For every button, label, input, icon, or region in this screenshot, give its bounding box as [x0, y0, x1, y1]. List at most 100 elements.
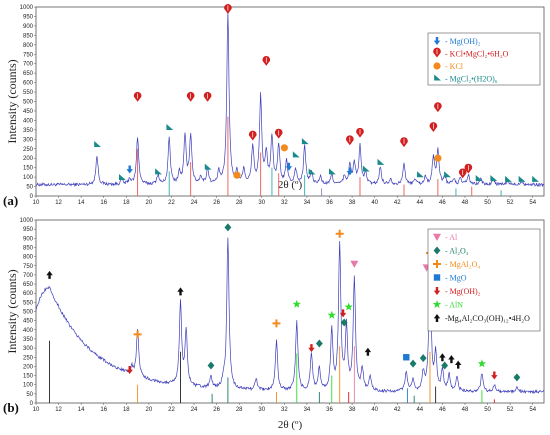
x-tick-label: 38 — [349, 407, 356, 413]
x-tick-label: 36 — [326, 407, 333, 413]
legend-entry-label: - Mg(OH)₂ — [445, 37, 481, 46]
marker-flag-icon — [308, 168, 316, 175]
x-tick-label: 36 — [326, 200, 333, 206]
y-tick-label: 350 — [23, 128, 34, 134]
y-tick-label: 150 — [23, 166, 34, 172]
x-tick-label: 12 — [55, 200, 62, 206]
marker-flag-icon — [166, 123, 174, 130]
x-tick-label: 46 — [439, 200, 446, 206]
marker-flag-icon — [505, 175, 512, 182]
marker-star-icon — [327, 310, 336, 319]
x-tick-label: 40 — [371, 200, 378, 206]
marker-star-icon — [477, 359, 487, 368]
y-tick-label: 650 — [23, 282, 34, 288]
marker-arrow-down-icon — [126, 366, 133, 375]
x-tick-label: 40 — [371, 407, 378, 413]
marker-drop-icon — [186, 91, 195, 102]
legend-entry-label: - AlN — [445, 301, 463, 310]
x-tick-label: 20 — [146, 200, 153, 206]
x-tick-label: 46 — [439, 407, 446, 413]
x-tick-label: 48 — [462, 200, 469, 206]
x-tick-label: 24 — [191, 407, 198, 413]
legend-entry-label: - MgAl₂O₄ — [445, 260, 480, 269]
marker-arrow-up-icon — [439, 353, 446, 362]
y-tick-label: 500 — [23, 310, 34, 316]
y-tick-label: 750 — [23, 264, 34, 270]
y-tick-label: 350 — [23, 337, 34, 343]
legend-entry-label: - Al — [445, 233, 458, 242]
x-tick-label: 10 — [33, 407, 40, 413]
y-tick-label: 1000 — [20, 5, 34, 11]
marker-circle-icon — [433, 62, 441, 70]
marker-arrow-down-icon — [433, 37, 441, 45]
x-tick-label: 44 — [416, 200, 423, 206]
x-tick-label: 22 — [168, 407, 175, 413]
marker-diamond-icon — [441, 361, 449, 370]
x-tick-label: 34 — [304, 200, 311, 206]
marker-diamond-icon — [315, 339, 323, 348]
marker-drop-icon — [400, 137, 408, 148]
marker-star-icon — [292, 299, 301, 308]
marker-drop-icon — [224, 4, 232, 14]
diffraction-pattern-line — [35, 11, 545, 188]
y-tick-label: 200 — [23, 364, 34, 370]
marker-flag-icon — [155, 168, 162, 175]
x-tick-label: 30 — [258, 407, 265, 413]
marker-diamond-icon — [409, 359, 417, 368]
legend-entry-label: - Mg(OH)₂ — [445, 287, 481, 296]
x-tick-label: 42 — [394, 407, 401, 413]
marker-arrow-up-icon — [364, 347, 372, 356]
y-axis-label: Intensity (counts) — [5, 269, 19, 353]
marker-drop-icon — [262, 55, 271, 66]
x-tick-label: 28 — [236, 200, 243, 206]
y-tick-label: 400 — [23, 118, 34, 124]
x-tick-label: 24 — [191, 200, 198, 206]
x-axis-label: 2θ (º) — [278, 179, 303, 191]
marker-drop-icon — [203, 91, 212, 102]
x-tick-label: 18 — [123, 200, 130, 206]
marker-flag-icon — [532, 175, 539, 182]
marker-circle-icon — [233, 171, 241, 179]
y-tick-label: 250 — [23, 147, 34, 153]
marker-arrow-down-icon — [126, 165, 133, 174]
x-tick-label: 32 — [281, 407, 288, 413]
marker-arrow-up-icon — [433, 314, 441, 322]
x-tick-label: 16 — [100, 407, 107, 413]
marker-arrow-up-icon — [448, 355, 455, 364]
panel-2: 0 50 100 150 200 250 300 350 400 450 500 550 600 650 7… — [3, 218, 545, 431]
x-tick-label: 54 — [529, 200, 536, 206]
legend-entry-label: - KCl — [445, 62, 464, 71]
legend-entry-label: -Mg₄Al₂CO₃(OH)₁₂•4H₂O — [445, 314, 530, 323]
y-tick-label: 550 — [23, 90, 34, 96]
marker-drop-icon — [274, 128, 283, 139]
x-tick-label: 34 — [304, 407, 311, 413]
marker-drop-icon — [434, 102, 442, 113]
marker-plus-icon — [433, 260, 441, 268]
marker-diamond-icon — [513, 373, 521, 382]
marker-diamond-icon — [340, 318, 348, 327]
marker-arrow-up-icon — [46, 270, 53, 279]
marker-flag-icon — [417, 171, 424, 178]
marker-triangle-down-icon — [433, 233, 441, 241]
x-tick-label: 10 — [33, 200, 40, 206]
x-tick-label: 30 — [258, 200, 265, 206]
y-tick-label: 200 — [23, 156, 34, 162]
x-tick-label: 14 — [78, 407, 85, 413]
marker-drop-icon — [356, 127, 364, 138]
x-tick-label: 26 — [213, 407, 220, 413]
y-tick-label: 50 — [26, 392, 33, 398]
y-tick-label: 100 — [23, 383, 34, 389]
y-tick-label: 850 — [23, 33, 34, 39]
y-tick-label: 600 — [23, 81, 34, 87]
y-tick-label: 300 — [23, 137, 34, 143]
marker-flag-icon — [518, 175, 526, 182]
marker-flag-icon — [475, 174, 483, 181]
legend: - Al - Al₂O₃ - MgAl₂O₄ - MgO - Mg(OH)₂ - AlN -… — [427, 228, 541, 332]
y-tick-label: 450 — [23, 319, 34, 325]
marker-square-icon — [403, 354, 410, 361]
diffraction-pattern-line — [35, 237, 545, 394]
y-tick-label: 900 — [23, 236, 34, 242]
x-tick-label: 18 — [123, 407, 130, 413]
marker-square-icon — [433, 274, 441, 281]
marker-drop-icon — [346, 135, 354, 146]
